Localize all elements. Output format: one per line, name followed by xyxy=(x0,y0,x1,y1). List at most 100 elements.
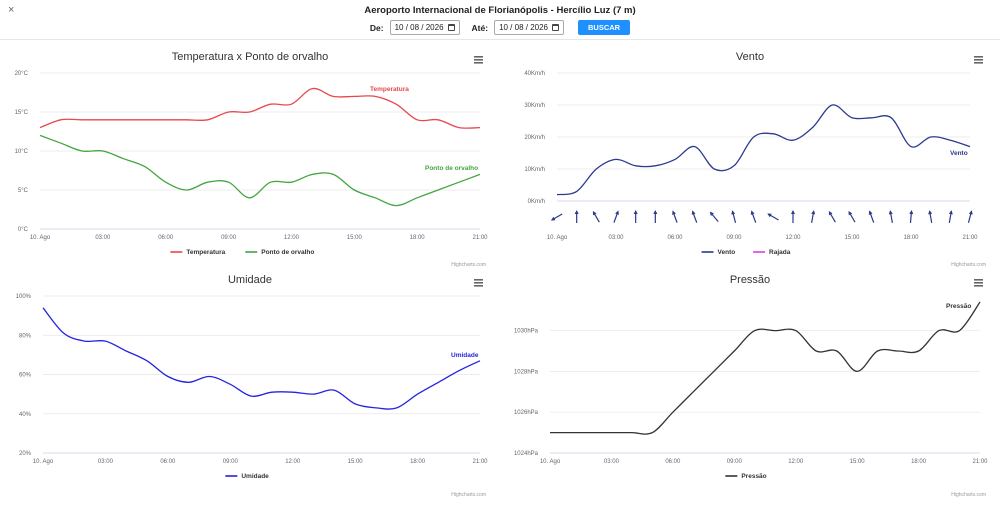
top-bar: × Aeroporto Internacional de Florianópol… xyxy=(0,0,1000,40)
menu-icon[interactable] xyxy=(474,56,483,64)
wind-arrow xyxy=(550,213,563,221)
legend: Temperatura Ponto de orvalho xyxy=(170,249,314,256)
y-tick-label: 1030hPa xyxy=(514,329,539,335)
x-tick-label: 21:00 xyxy=(472,235,488,241)
y-tick-label: 10°C xyxy=(15,149,29,155)
x-tick-label: 09:00 xyxy=(223,459,239,465)
wind-arrow xyxy=(767,213,779,221)
x-tick-label: 10. Ago xyxy=(30,235,51,241)
legend-item[interactable]: Rajada xyxy=(753,249,791,256)
legend-item[interactable]: Ponto de orvalho xyxy=(245,249,314,256)
credits-link: Highcharts.com xyxy=(451,492,486,498)
x-tick-label: 06:00 xyxy=(665,459,681,465)
y-tick-label: 10Km/h xyxy=(524,167,545,173)
credits-link: Highcharts.com xyxy=(951,262,986,268)
menu-icon-bar xyxy=(474,62,483,64)
wind-arrow-head xyxy=(909,210,914,215)
wind-arrow xyxy=(672,210,678,223)
legend-item[interactable]: Temperatura xyxy=(170,249,226,256)
wind-arrow xyxy=(750,210,757,223)
calendar-icon[interactable] xyxy=(552,24,559,31)
x-tick-label: 15:00 xyxy=(348,459,364,465)
credits-link: Highcharts.com xyxy=(951,492,986,498)
legend: Pressão xyxy=(725,473,767,480)
wind-arrow xyxy=(848,210,856,223)
wind-arrow-head xyxy=(709,211,714,216)
wind-arrow xyxy=(928,210,933,224)
series-label: Pressão xyxy=(946,303,971,310)
wind-arrow-head xyxy=(633,210,638,214)
wind-arrow-head xyxy=(767,213,772,218)
menu-icon-bar xyxy=(974,62,983,64)
y-tick-label: 30Km/h xyxy=(524,103,545,109)
legend-item[interactable]: Vento xyxy=(701,249,736,256)
menu-icon-bar xyxy=(974,59,983,61)
wind-chart: Vento 0Km/h 10Km/h 20Km/h 30Km/h 40Km/h 10. Ag… xyxy=(500,42,1000,270)
wind-arrow xyxy=(791,210,795,223)
to-date-value: 10 / 08 / 2026 xyxy=(499,23,548,32)
wind-arrow xyxy=(613,210,619,223)
wind-arrow xyxy=(653,210,658,223)
x-tick-label: 15:00 xyxy=(844,235,860,241)
wind-arrow xyxy=(868,210,875,223)
wind-arrow xyxy=(828,210,836,223)
menu-icon[interactable] xyxy=(474,279,483,287)
menu-icon-bar xyxy=(474,56,483,58)
x-tick-label: 06:00 xyxy=(667,235,683,241)
series-line xyxy=(556,104,971,196)
x-tick-label: 15:00 xyxy=(850,459,866,465)
wind-arrow xyxy=(709,211,719,222)
legend-item[interactable]: Pressão xyxy=(725,473,767,480)
y-tick-label: 20% xyxy=(19,451,32,457)
x-tick-label: 06:00 xyxy=(160,459,176,465)
chart-title: Pressão xyxy=(730,274,770,286)
series-label: Temperatura xyxy=(370,86,409,93)
y-tick-label: 40Km/h xyxy=(524,71,545,77)
x-tick-label: 12:00 xyxy=(785,235,801,241)
wind-arrow-head xyxy=(750,210,755,215)
series-line xyxy=(39,87,481,129)
x-tick-label: 18:00 xyxy=(911,459,927,465)
menu-icon-bar xyxy=(474,285,483,287)
menu-icon-bar xyxy=(974,282,983,284)
chart-title: Temperatura x Ponto de orvalho xyxy=(172,51,329,63)
series-line xyxy=(42,307,481,410)
wind-arrow-head xyxy=(928,210,933,215)
close-icon[interactable]: × xyxy=(8,4,15,16)
wind-arrow xyxy=(574,210,579,223)
series-line xyxy=(550,301,981,435)
y-tick-label: 1026hPa xyxy=(514,410,539,416)
page-title: Aeroporto Internacional de Florianópolis… xyxy=(364,5,636,16)
chart-svg: Umidade 20% 40% 60% 80% 100% 10. Ago 03:00 06:00… xyxy=(16,274,489,498)
menu-icon-bar xyxy=(974,285,983,287)
wind-arrow xyxy=(967,210,973,223)
from-label: De: xyxy=(369,22,384,33)
x-tick-label: 03:00 xyxy=(608,235,624,241)
menu-icon[interactable] xyxy=(974,279,983,287)
chart-title: Vento xyxy=(736,51,764,63)
x-tick-label: 21:00 xyxy=(962,235,978,241)
x-tick-label: 12:00 xyxy=(285,459,301,465)
y-tick-label: 5°C xyxy=(18,188,29,194)
calendar-icon[interactable] xyxy=(447,24,455,31)
date-controls: De: 10 / 08 / 2026 Até: 10 / 08 / 2026 B… xyxy=(0,20,1000,35)
from-date-input[interactable]: 10 / 08 / 2026 xyxy=(389,20,460,35)
legend-label: Umidade xyxy=(241,473,269,480)
x-tick-label: 10. Ago xyxy=(540,459,561,465)
wind-arrow-head xyxy=(574,210,579,214)
menu-icon-bar xyxy=(474,282,483,284)
series-label: Vento xyxy=(950,150,968,157)
wind-arrow-head xyxy=(868,210,873,215)
x-tick-label: 18:00 xyxy=(410,235,426,241)
y-tick-label: 0Km/h xyxy=(528,199,545,205)
search-button[interactable]: BUSCAR xyxy=(578,20,631,35)
x-tick-label: 10. Ago xyxy=(33,459,54,465)
to-date-input[interactable]: 10 / 08 / 2026 xyxy=(494,20,564,35)
y-tick-label: 40% xyxy=(19,412,32,418)
wind-arrow-head xyxy=(731,210,736,215)
menu-icon[interactable] xyxy=(974,56,983,64)
legend-label: Pressão xyxy=(741,473,766,480)
menu-icon-bar xyxy=(974,56,983,58)
y-tick-label: 0°C xyxy=(18,227,29,233)
legend-item[interactable]: Umidade xyxy=(225,473,269,480)
